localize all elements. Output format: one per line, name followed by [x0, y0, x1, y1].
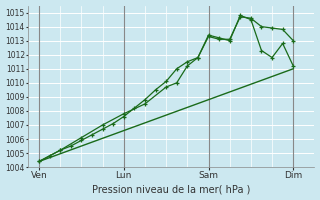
- X-axis label: Pression niveau de la mer( hPa ): Pression niveau de la mer( hPa ): [92, 184, 251, 194]
